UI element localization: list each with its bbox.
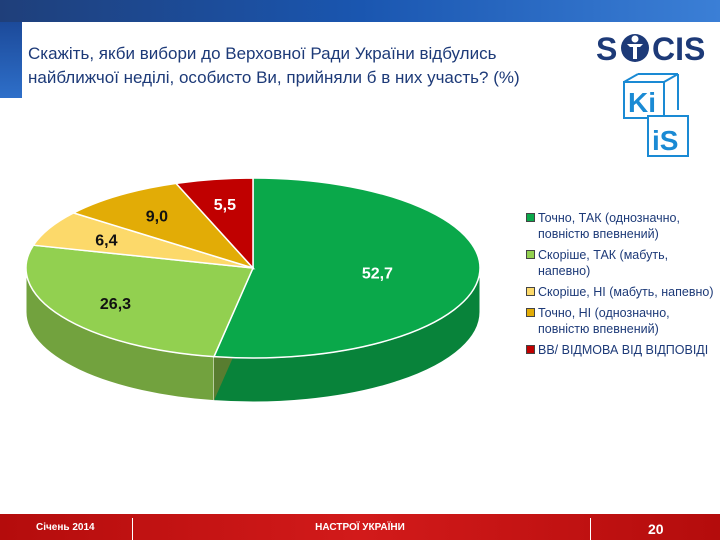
data-label: 26,3 <box>100 296 131 313</box>
page-number: 20 <box>648 521 664 537</box>
pie-slice <box>174 177 254 270</box>
data-label: 5,5 <box>214 197 236 214</box>
legend-swatch <box>526 250 535 259</box>
title-accent-strip <box>0 22 22 98</box>
data-label: 52,7 <box>362 265 393 282</box>
footer-title: НАСТРОЇ УКРАЇНИ <box>315 522 405 533</box>
legend-item: ВВ/ ВІДМОВА ВІД ВІДПОВІДІ <box>524 342 714 358</box>
pie-slice <box>212 177 481 359</box>
pie-slice <box>71 182 256 270</box>
footer-date: Січень 2014 <box>36 522 95 533</box>
legend-swatch <box>526 287 535 296</box>
legend-item: Скоріше, ТАК (мабуть, напевно) <box>524 247 714 279</box>
svg-text:CIS: CIS <box>652 31 705 67</box>
legend-item: Скоріше, НІ (мабуть, напевно) <box>524 284 714 300</box>
slide-title: Скажіть, якби вибори до Верховної Ради У… <box>28 44 520 87</box>
legend-label: Скоріше, ТАК (мабуть, напевно) <box>538 248 669 278</box>
legend-label: ВВ/ ВІДМОВА ВІД ВІДПОВІДІ <box>538 343 709 357</box>
legend-swatch <box>526 345 535 354</box>
svg-text:Ki: Ki <box>628 87 656 118</box>
footer-divider <box>132 518 133 540</box>
footer-bar <box>0 514 720 540</box>
header-bar <box>0 0 720 22</box>
chart-legend: Точно, ТАК (однозначно, повністю впевнен… <box>524 210 714 363</box>
legend-swatch <box>526 213 535 222</box>
kiis-logo: Ki iS <box>623 73 689 157</box>
data-label: 6,4 <box>95 232 117 249</box>
pie-slice <box>25 244 255 358</box>
legend-label: Скоріше, НІ (мабуть, напевно) <box>538 285 714 299</box>
legend-label: Точно, ТАК (однозначно, повністю впевнен… <box>538 211 680 241</box>
legend-label: Точно, НІ (однозначно, повністю впевнени… <box>538 306 670 336</box>
footer-divider <box>590 518 591 540</box>
data-label: 9,0 <box>146 209 168 226</box>
svg-text:S: S <box>596 31 617 67</box>
legend-item: Точно, ТАК (однозначно, повністю впевнен… <box>524 210 714 242</box>
socis-logo: S CIS <box>596 31 705 67</box>
legend-item: Точно, НІ (однозначно, повністю впевнени… <box>524 305 714 337</box>
legend-swatch <box>526 308 535 317</box>
svg-text:iS: iS <box>652 125 678 156</box>
